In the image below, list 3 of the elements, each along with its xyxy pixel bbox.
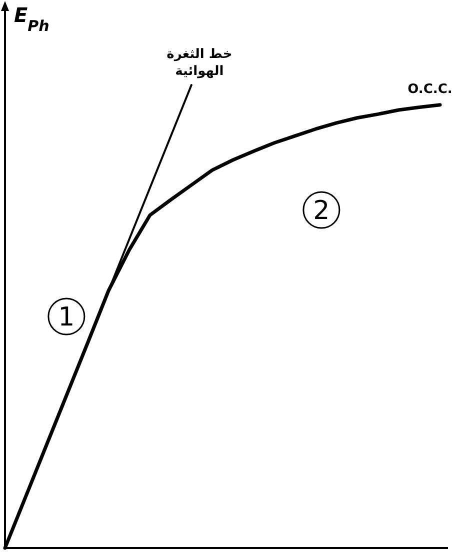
ylabel: E$_{Ph}$	[14, 3, 50, 35]
annotation: 1	[58, 302, 75, 332]
annotation: 2	[313, 196, 330, 226]
